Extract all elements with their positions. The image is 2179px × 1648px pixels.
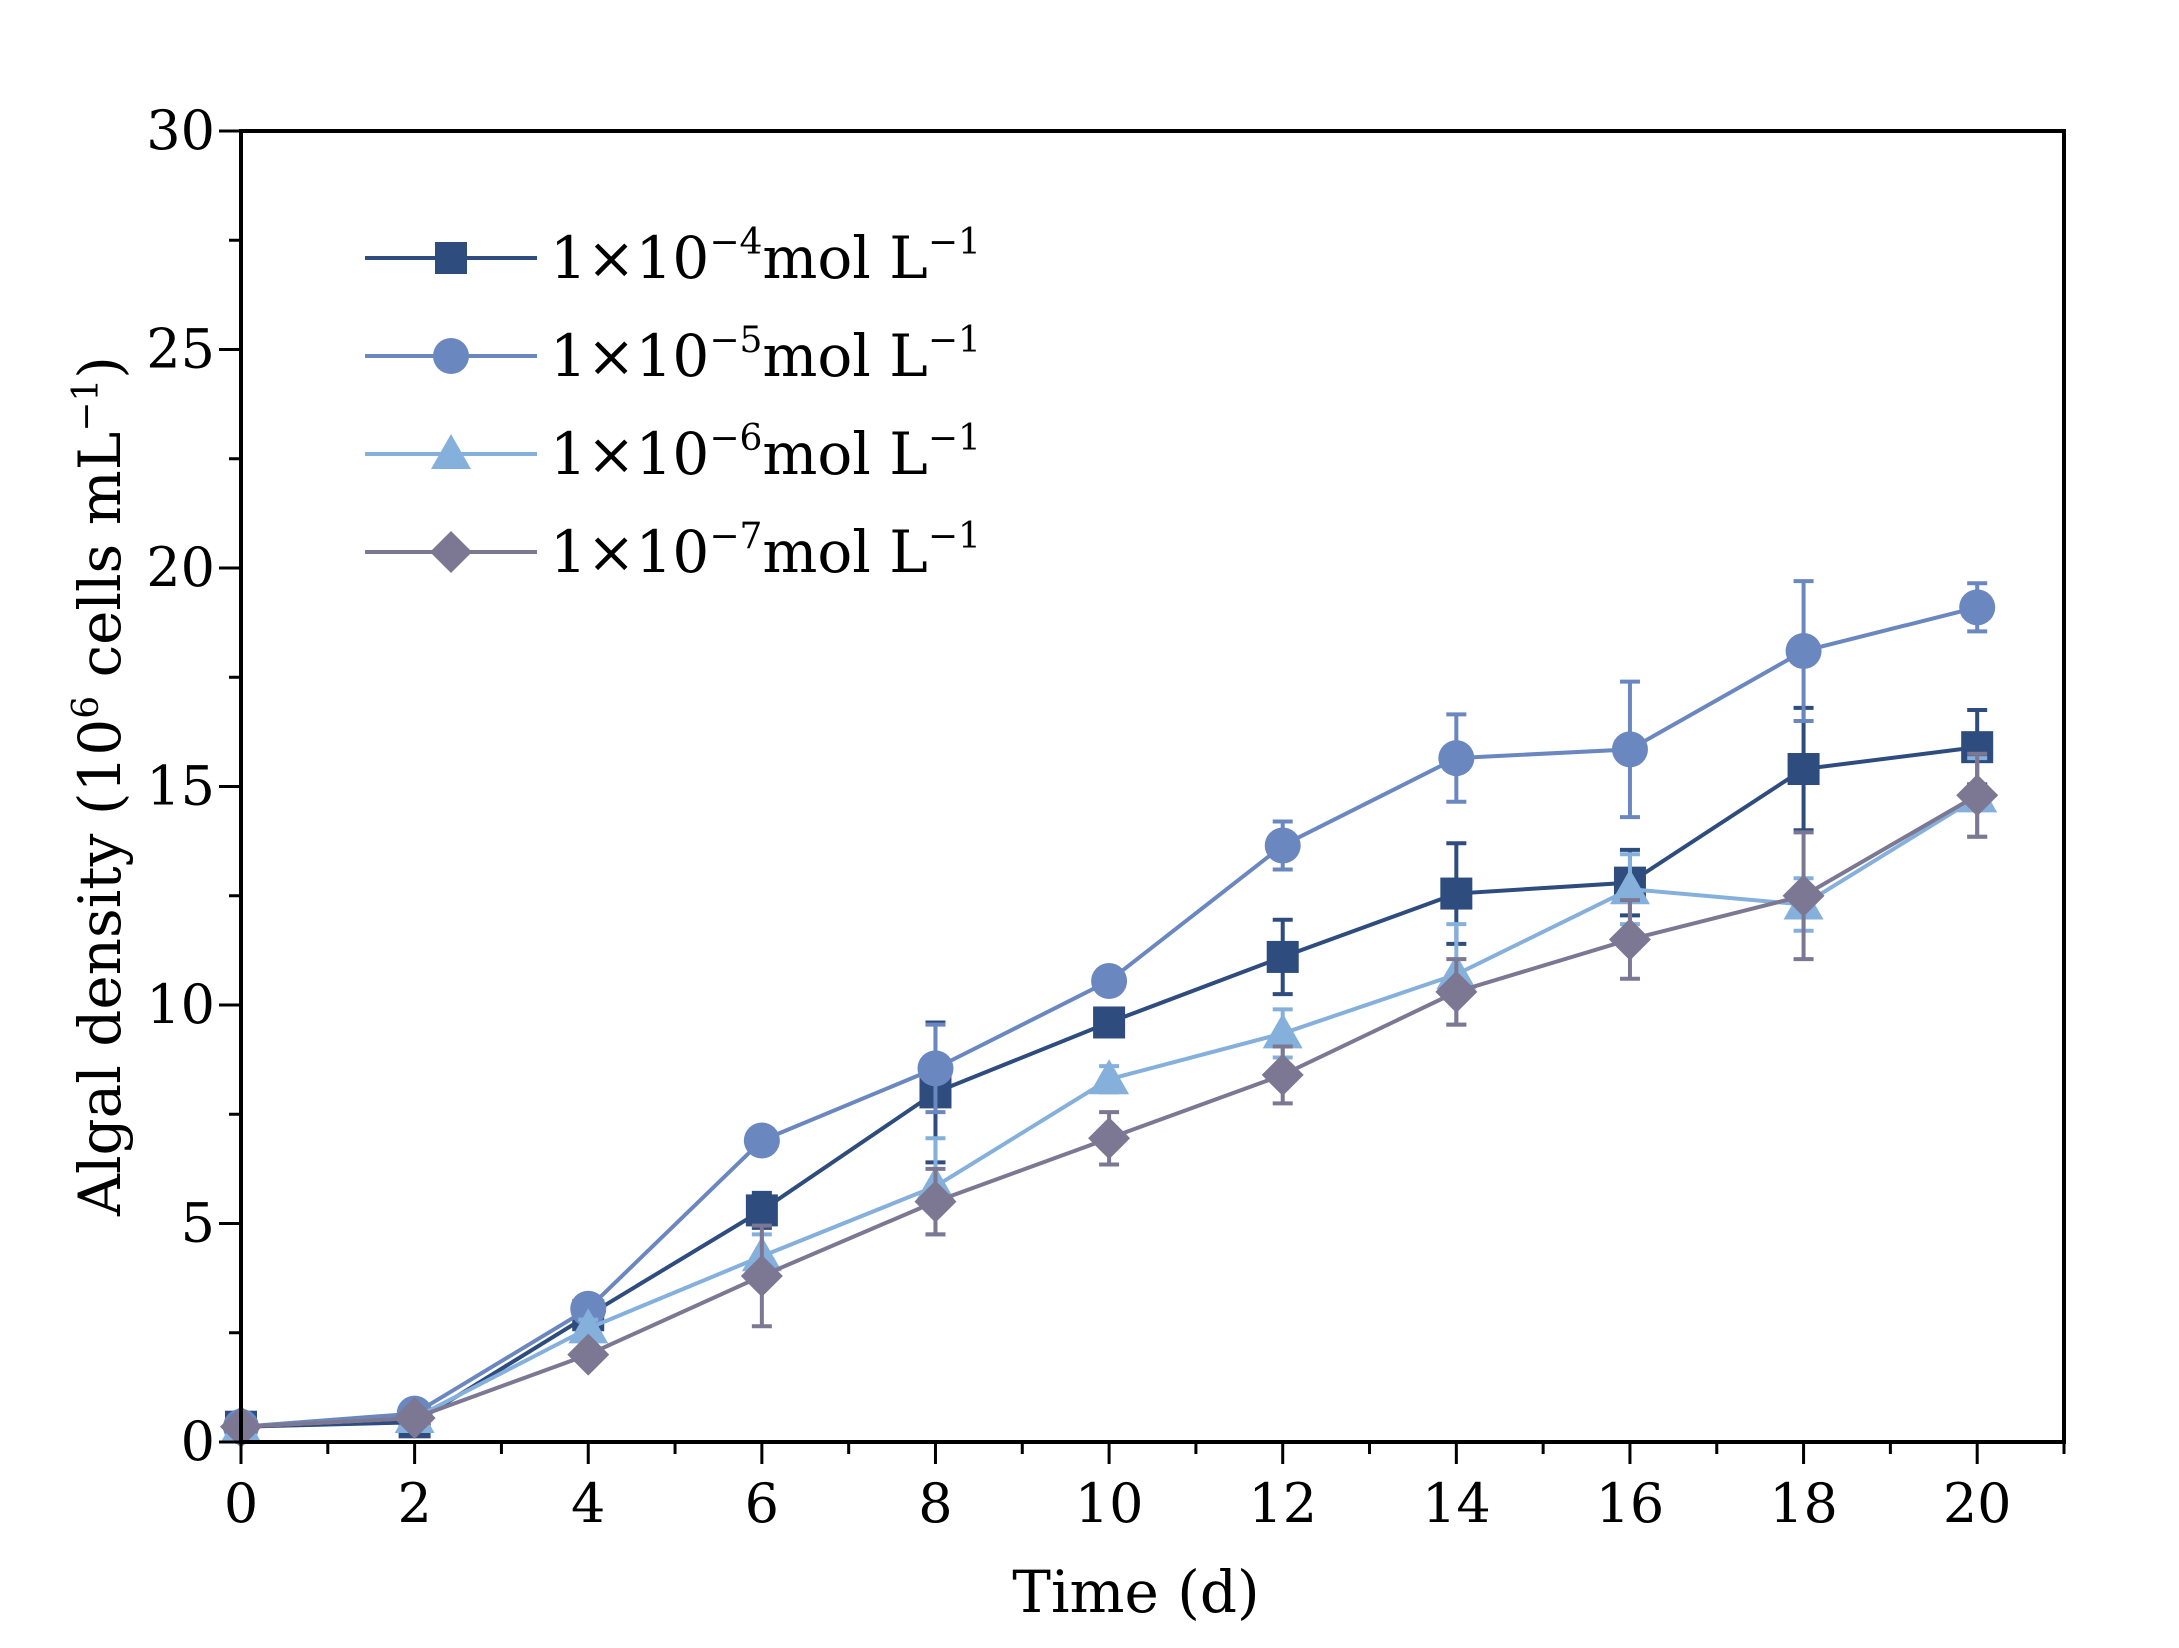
data-point [1609, 869, 1650, 905]
legend-label-unit: mol L [762, 224, 927, 292]
data-point [1959, 589, 1996, 626]
data-point [1261, 1053, 1304, 1096]
x-tick-label: 20 [1943, 1472, 2012, 1535]
data-point [1785, 633, 1822, 670]
y-axis-title: Algal density (106 cells mL−1) [66, 356, 134, 1217]
y-axis: 0 5 10 15 20 25 30 [146, 99, 241, 1473]
x-tick-label: 4 [571, 1472, 605, 1535]
plot-frame [239, 129, 2066, 1444]
legend-label-unit: mol L [762, 322, 927, 390]
series-diamond [220, 751, 1999, 1448]
legend-label: 1×10−7mol L−1 [550, 516, 981, 586]
data-point [917, 1050, 954, 1087]
x-tick-label: 14 [1422, 1472, 1491, 1535]
legend-label-unit: mol L [762, 420, 927, 488]
y-tick-label: 0 [181, 1410, 215, 1473]
legend-item: 1×10−7mol L−1 [365, 516, 981, 586]
y-axis-title-unit: cells mL [66, 432, 134, 696]
legend-label-base: 1×10 [550, 518, 709, 586]
x-tick-label: 8 [918, 1472, 952, 1535]
legend-marker [433, 338, 469, 374]
legend-label-exp: −4 [709, 222, 762, 263]
x-axis: 0 2 4 6 8 10 12 14 16 18 20 [224, 1442, 2066, 1535]
y-tick-label: 25 [146, 318, 215, 381]
data-point [1089, 1059, 1130, 1095]
x-tick-label: 10 [1075, 1472, 1144, 1535]
legend-label-unit-exp: −1 [928, 222, 981, 263]
legend-marker [435, 242, 467, 274]
y-tick-label: 5 [181, 1192, 215, 1255]
y-tick-label: 15 [146, 755, 215, 818]
data-point [1088, 1117, 1131, 1160]
x-tick-label: 6 [745, 1472, 779, 1535]
x-tick-label: 0 [224, 1472, 258, 1535]
legend-label-base: 1×10 [550, 322, 709, 390]
y-axis-title-suffix: ) [66, 356, 134, 379]
series-triangle [221, 756, 1998, 1442]
data-point [1440, 877, 1473, 910]
legend-marker [430, 531, 472, 573]
data-point [1264, 827, 1301, 864]
legend-label-unit-exp: −1 [928, 516, 981, 557]
x-tick-label: 2 [397, 1472, 431, 1535]
legend-marker [431, 434, 471, 469]
legend-label-base: 1×10 [550, 224, 709, 292]
y-tick-label: 20 [146, 536, 215, 599]
data-point [1262, 1013, 1303, 1049]
data-point [1787, 753, 1820, 786]
data-point [743, 1122, 780, 1159]
data-point [1091, 962, 1128, 999]
x-tick-label: 16 [1596, 1472, 1665, 1535]
legend-label-exp: −7 [709, 516, 762, 557]
legend-item: 1×10−4mol L−1 [365, 222, 981, 292]
y-axis-title-exp: 6 [66, 696, 107, 719]
data-point [1438, 740, 1475, 777]
legend-label-exp: −5 [709, 320, 762, 361]
x-axis-title: Time (d) [1012, 1558, 1259, 1626]
data-point [1611, 731, 1648, 768]
legend-label: 1×10−4mol L−1 [550, 222, 981, 292]
x-tick-label: 12 [1248, 1472, 1317, 1535]
y-tick-label: 30 [146, 99, 215, 162]
data-point [914, 1180, 957, 1223]
y-axis-title-unit-exp: −1 [66, 379, 107, 432]
legend-label-unit: mol L [762, 518, 927, 586]
y-axis-title-prefix: Algal density (10 [66, 719, 134, 1217]
data-point [740, 1254, 783, 1297]
data-point [1608, 918, 1651, 961]
data-point [393, 1396, 436, 1439]
data-point [1956, 774, 1999, 817]
legend-label-unit-exp: −1 [928, 418, 981, 459]
legend-label-unit-exp: −1 [928, 320, 981, 361]
legend-item: 1×10−5mol L−1 [365, 320, 981, 390]
y-tick-label: 10 [146, 973, 215, 1036]
data-point [745, 1194, 778, 1227]
data-point [1435, 970, 1478, 1013]
data-point [1266, 940, 1299, 973]
legend-item: 1×10−6mol L−1 [365, 418, 981, 488]
x-tick-label: 18 [1769, 1472, 1838, 1535]
legend-label: 1×10−5mol L−1 [550, 320, 981, 390]
legend-label-exp: −6 [709, 418, 762, 459]
data-point [1093, 1006, 1126, 1039]
legend-label: 1×10−6mol L−1 [550, 418, 981, 488]
data-point [568, 1308, 609, 1344]
legend-label-base: 1×10 [550, 420, 709, 488]
data-point [1782, 874, 1825, 917]
data-point [567, 1333, 610, 1376]
plot-content [220, 579, 1999, 1448]
legend: 1×10−4mol L−11×10−5mol L−11×10−6mol L−11… [365, 222, 981, 586]
